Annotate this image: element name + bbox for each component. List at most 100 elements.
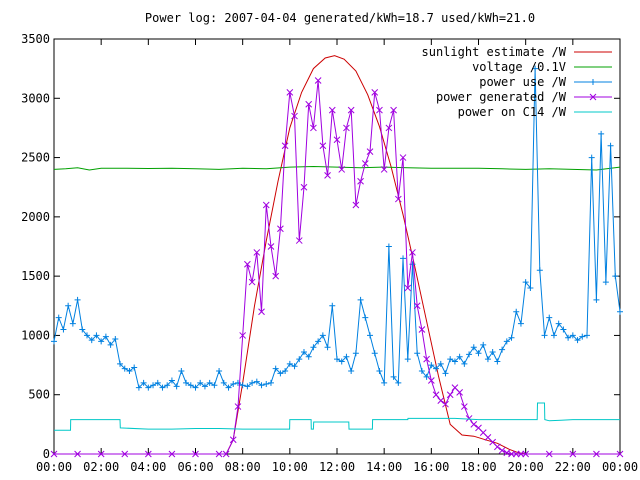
data-point [508,334,515,341]
data-point [404,284,412,292]
legend-label: power on C14 /W [458,105,567,119]
data-point [324,344,331,351]
y-tick-label: 500 [28,388,50,402]
data-point [215,450,223,458]
data-point [74,296,81,303]
data-point [470,344,477,351]
data-point [343,124,350,132]
data-point [602,279,609,286]
data-point [612,273,619,280]
data-point [173,383,180,390]
legend-label: power use /W [479,75,566,89]
data-point [328,106,336,114]
data-point [527,285,534,291]
data-point [475,350,482,357]
data-point [334,356,340,363]
data-point [423,373,430,380]
data-point [352,350,359,357]
series-line [53,165,621,171]
data-point [338,358,345,365]
data-point [583,332,590,339]
data-point [423,355,430,363]
data-point [211,382,218,389]
data-point [569,450,577,458]
data-point [79,326,86,333]
data-point [206,379,213,386]
data-point [144,450,152,458]
data-point [329,302,336,309]
data-point [588,154,595,161]
data-point [164,382,171,389]
data-point [315,338,322,345]
data-point [102,333,109,340]
data-point [267,379,274,386]
data-point [281,142,289,150]
y-tick-label: 3500 [21,32,50,46]
data-point [565,334,572,341]
data-point [150,382,157,389]
data-point [361,160,369,167]
data-point [187,382,194,389]
data-point [121,450,129,458]
data-point [140,379,147,386]
data-point [277,225,284,233]
data-point [381,379,388,386]
legend-label: sunlight estimate /W [422,45,567,59]
data-point [258,382,265,389]
data-point [466,351,473,358]
data-point [617,308,623,315]
legend-marker [589,93,597,101]
data-point [324,172,331,179]
data-point [244,260,251,268]
x-tick-label: 12:00 [319,460,355,474]
data-point [343,353,350,360]
data-point [319,142,327,150]
data-point [442,400,449,408]
data-point [560,326,567,333]
data-point [447,356,454,363]
data-point [159,384,166,391]
data-point [183,379,190,386]
data-point [409,249,416,256]
data-point [352,201,360,209]
data-point [456,388,463,396]
data-point [145,384,152,391]
data-point [249,379,256,386]
x-tick-label: 16:00 [413,460,449,474]
data-point [376,368,383,374]
series-3 [50,77,624,458]
data-point [291,112,298,120]
data-point [522,450,530,458]
data-point [480,341,487,348]
series-4 [54,402,620,431]
series-1 [53,165,621,171]
data-point [192,450,199,458]
data-point [262,201,270,209]
data-point [442,370,449,377]
data-point [154,379,161,386]
data-point [357,296,364,303]
y-tick-label: 1000 [21,328,50,342]
data-point [222,450,230,458]
data-point [239,382,246,389]
data-point [461,360,468,367]
data-point [427,377,435,384]
x-tick-label: 10:00 [272,460,308,474]
legend-marker [590,79,596,85]
data-point [347,106,355,114]
data-point [55,314,62,321]
data-point [348,368,355,374]
data-point [253,249,261,256]
series-line [54,402,620,431]
data-point [512,450,520,458]
data-point [230,381,237,388]
data-point [267,243,275,250]
x-tick-label: 00:00 [602,460,638,474]
data-point [536,267,543,274]
x-tick-label: 22:00 [555,460,591,474]
data-point [465,415,473,422]
data-point [414,350,421,357]
data-point [545,450,553,458]
data-point [517,450,525,458]
